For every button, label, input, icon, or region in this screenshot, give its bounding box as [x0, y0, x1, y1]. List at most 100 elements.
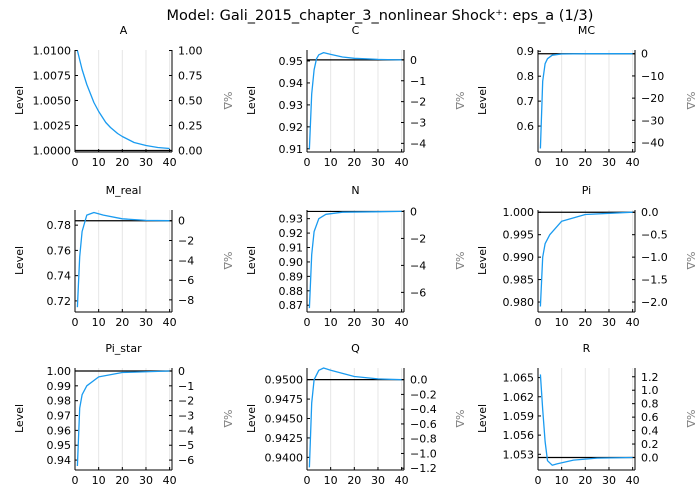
y-tick-label: 0.92 — [279, 227, 304, 240]
x-tick-label: 40 — [626, 156, 640, 169]
y2-tick-label: 1.2 — [641, 371, 659, 384]
y2-tick-label: −1 — [410, 75, 426, 88]
y-tick-label: 0.94 — [279, 77, 304, 90]
y2-tick-label: −6 — [410, 286, 426, 299]
y-tick-label: 0.98 — [47, 395, 72, 408]
y-tick-label: 1.059 — [503, 410, 535, 423]
y-tick-label: 0.9500 — [265, 374, 304, 387]
y2-tick-label: 0.8 — [641, 398, 659, 411]
subplot-m_real: M_real 0 10 20 30 40 0.72 0.74 0.76 0.78 0 −2 −4 −6 −8… — [13, 184, 234, 329]
y2-tick-label: −20 — [641, 92, 664, 105]
subplot-title: C — [352, 24, 360, 37]
y-tick-label: 0.74 — [47, 270, 72, 283]
x-tick-label: 20 — [578, 474, 592, 487]
subplot-q: Q 0 10 20 30 40 0.9400 0.9425 0.9450 0.9475 0.9500… — [245, 342, 466, 487]
y-tick-label: 1.0050 — [33, 95, 72, 108]
y2-tick-label: 0 — [178, 365, 185, 378]
y2-tick-label: 0.0 — [641, 451, 659, 464]
y2-tick-label: 0.0 — [410, 374, 428, 387]
x-tick-label: 0 — [535, 316, 542, 329]
y-tick-label: 0.92 — [279, 121, 304, 134]
subplot-mc: MC 0 10 20 30 40 0.6 0.7 0.8 0.9 0 −10 −20 −30 −40 Leve… — [476, 24, 697, 169]
y-tick-label: 0.8 — [517, 70, 535, 83]
y2-tick-label: 0.4 — [641, 425, 659, 438]
x-tick-label: 40 — [163, 316, 177, 329]
y2-tick-label: 0.50 — [178, 95, 203, 108]
y-tick-label: 0.89 — [279, 270, 304, 283]
x-tick-label: 0 — [535, 156, 542, 169]
y2-tick-label: −8 — [178, 294, 194, 307]
y2-tick-label: −1.0 — [641, 251, 668, 264]
y2-tick-label: −2 — [178, 395, 194, 408]
x-tick-label: 40 — [395, 474, 409, 487]
y2-axis-label: %Δ — [221, 410, 234, 428]
y-tick-label: 1.00 — [47, 365, 72, 378]
irf-series-line — [308, 367, 402, 468]
y-tick-label: 0.9475 — [265, 393, 304, 406]
x-tick-label: 0 — [72, 316, 79, 329]
y-tick-label: 0.9400 — [265, 451, 304, 464]
y-axis-label: Level — [245, 404, 258, 433]
y2-axis-label: %Δ — [221, 92, 234, 110]
irf-series-line — [76, 50, 170, 150]
y-tick-label: 0.93 — [279, 213, 304, 226]
y-axis-label: Level — [13, 86, 26, 115]
x-tick-label: 0 — [304, 474, 311, 487]
y-tick-label: 1.0075 — [33, 70, 72, 83]
y2-tick-label: 0.0 — [641, 206, 659, 219]
y-tick-label: 1.0025 — [33, 120, 72, 133]
y2-tick-label: −4 — [178, 254, 194, 267]
x-tick-label: 20 — [347, 474, 361, 487]
y2-tick-label: −6 — [178, 454, 194, 467]
y2-tick-label: 0 — [641, 48, 648, 61]
y-tick-label: 0.6 — [517, 120, 535, 133]
x-tick-label: 20 — [115, 156, 129, 169]
y-axis-label: Level — [245, 246, 258, 275]
y2-tick-label: 0.6 — [641, 411, 659, 424]
y-tick-label: 0.95 — [47, 439, 72, 452]
y2-tick-label: −0.6 — [410, 418, 437, 431]
y-tick-label: 0.97 — [47, 410, 72, 423]
x-tick-label: 0 — [535, 474, 542, 487]
y2-axis-label: %Δ — [684, 410, 697, 428]
subplot-title: R — [583, 342, 591, 355]
x-tick-label: 10 — [92, 156, 106, 169]
y-tick-label: 0.985 — [503, 274, 535, 287]
y2-tick-label: −4 — [178, 424, 194, 437]
x-tick-label: 30 — [371, 156, 385, 169]
x-tick-label: 30 — [139, 316, 153, 329]
x-tick-label: 40 — [626, 474, 640, 487]
subplot-title: Q — [351, 342, 360, 355]
x-tick-label: 30 — [371, 474, 385, 487]
y2-tick-label: −0.4 — [410, 403, 437, 416]
y2-tick-label: −1.0 — [410, 447, 437, 460]
y2-tick-label: 0 — [410, 205, 417, 218]
y2-tick-label: 1.00 — [178, 45, 203, 58]
subplot-c: C 0 10 20 30 40 0.91 0.92 0.93 0.94 0.95 0 −1 −2 −3 −4 L… — [245, 24, 466, 169]
x-tick-label: 30 — [139, 156, 153, 169]
irf-series-line — [539, 53, 633, 149]
y2-tick-label: 0.75 — [178, 70, 203, 83]
y-tick-label: 0.90 — [279, 256, 304, 269]
y2-axis-label: %Δ — [453, 252, 466, 270]
irf-series-line — [76, 370, 170, 467]
y-tick-label: 0.91 — [279, 242, 304, 255]
y-tick-label: 0.9 — [517, 45, 535, 58]
subplot-n: N 0 10 20 30 40 0.870.88 0.890.900.91 0.920.93 0 −… — [245, 184, 466, 329]
x-tick-label: 0 — [304, 156, 311, 169]
x-tick-label: 30 — [602, 156, 616, 169]
x-tick-label: 0 — [304, 316, 311, 329]
y2-tick-label: −1.2 — [410, 462, 437, 475]
y2-tick-label: −2 — [410, 96, 426, 109]
y-axis-label: Level — [476, 246, 489, 275]
y-tick-label: 1.062 — [503, 391, 535, 404]
y2-tick-label: −1 — [178, 380, 194, 393]
y-axis-label: Level — [476, 404, 489, 433]
y2-tick-label: −0.2 — [410, 388, 437, 401]
y2-axis-label: %Δ — [221, 252, 234, 270]
y-tick-label: 1.056 — [503, 429, 535, 442]
y2-axis-label: %Δ — [453, 92, 466, 110]
y-tick-label: 1.0000 — [33, 145, 72, 158]
y-tick-label: 0.76 — [47, 244, 72, 257]
y-tick-label: 1.000 — [503, 206, 535, 219]
